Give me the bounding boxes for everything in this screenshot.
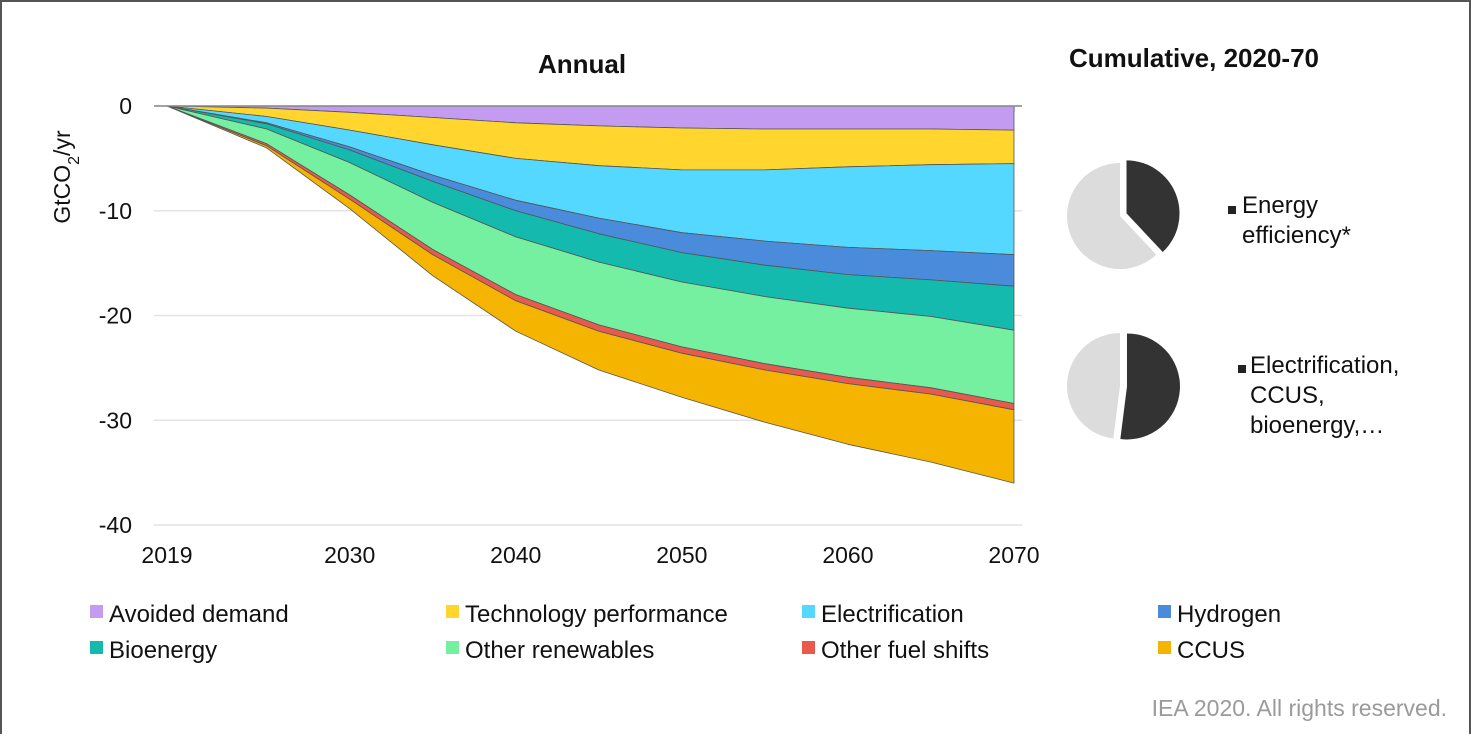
legend-label: CCUS [1177, 637, 1245, 664]
legend-swatch [90, 641, 103, 654]
legend-swatch [90, 605, 103, 618]
x-tick-label: 2040 [490, 542, 541, 568]
pie-slice-rest [1067, 333, 1120, 439]
y-tick-label: -20 [99, 303, 132, 329]
credit-text: IEA 2020. All rights reserved. [1152, 695, 1447, 721]
legend-label: Bioenergy [109, 637, 217, 664]
pie-chart: Electrification, CCUS, bioenergy,… [1067, 333, 1399, 440]
y-tick-label: -40 [99, 512, 132, 538]
pie-chart: Energy efficiency* [1066, 160, 1351, 269]
legend-item: Avoided demand [90, 601, 289, 628]
y-tick-label: -10 [99, 198, 132, 224]
legend-item: CCUS [1158, 637, 1245, 664]
legend-swatch [446, 641, 459, 654]
x-tick-label: 2019 [141, 542, 192, 568]
x-tick-label: 2050 [656, 542, 707, 568]
y-axis-label: GtCO2/yr [49, 130, 83, 224]
axes [154, 105, 1022, 112]
legend-item: Hydrogen [1158, 601, 1281, 628]
pie-slice-highlight [1120, 333, 1180, 440]
legend-label: Other fuel shifts [821, 637, 989, 664]
pie-label-line: Electrification, [1250, 352, 1399, 379]
legend-label: Avoided demand [109, 601, 289, 628]
legend-swatch [802, 641, 815, 654]
legend: Avoided demand Technology performance Elec… [90, 601, 1281, 664]
x-tick-label: 2060 [822, 542, 873, 568]
legend-label: Electrification [821, 601, 964, 628]
legend-swatch [1158, 641, 1171, 654]
legend-item: Other fuel shifts [802, 637, 989, 664]
y-tick-label: 0 [119, 93, 132, 119]
pie-label-line: efficiency* [1242, 222, 1351, 249]
area-series [166, 105, 1015, 484]
legend-item: Electrification [802, 601, 964, 628]
pie-label-line: Energy [1242, 192, 1318, 219]
legend-item: Other renewables [446, 637, 654, 664]
pie-label-line: CCUS, [1250, 382, 1325, 409]
legend-item: Bioenergy [90, 637, 217, 664]
pie-legend-swatch [1238, 365, 1246, 373]
legend-swatch [446, 605, 459, 618]
x-tick-label: 2070 [988, 542, 1039, 568]
legend-swatch [802, 605, 815, 618]
pie-slice-highlight [1126, 160, 1180, 253]
legend-label: Hydrogen [1177, 601, 1281, 628]
legend-item: Technology performance [446, 601, 728, 628]
x-tick-labels: 2019 2030 2040 2050 2060 2070 [141, 542, 1039, 568]
pie-section-title: Cumulative, 2020-70 [1069, 43, 1319, 73]
pie-slice-rest [1066, 163, 1157, 269]
legend-swatch [1158, 605, 1171, 618]
legend-label: Technology performance [465, 601, 728, 628]
pie-label-line: bioenergy,… [1250, 412, 1384, 439]
pie-legend-swatch [1228, 206, 1236, 214]
y-tick-label: -30 [99, 407, 132, 433]
legend-label: Other renewables [465, 637, 654, 664]
y-tick-labels: 0 -10 -20 -30 -40 [99, 93, 132, 538]
x-tick-label: 2030 [324, 542, 375, 568]
cumulative-pies: Energy efficiency* Electrification, CCUS, bi… [1066, 160, 1399, 440]
chart-title: Annual [538, 49, 626, 79]
area-ccus [166, 105, 1015, 484]
